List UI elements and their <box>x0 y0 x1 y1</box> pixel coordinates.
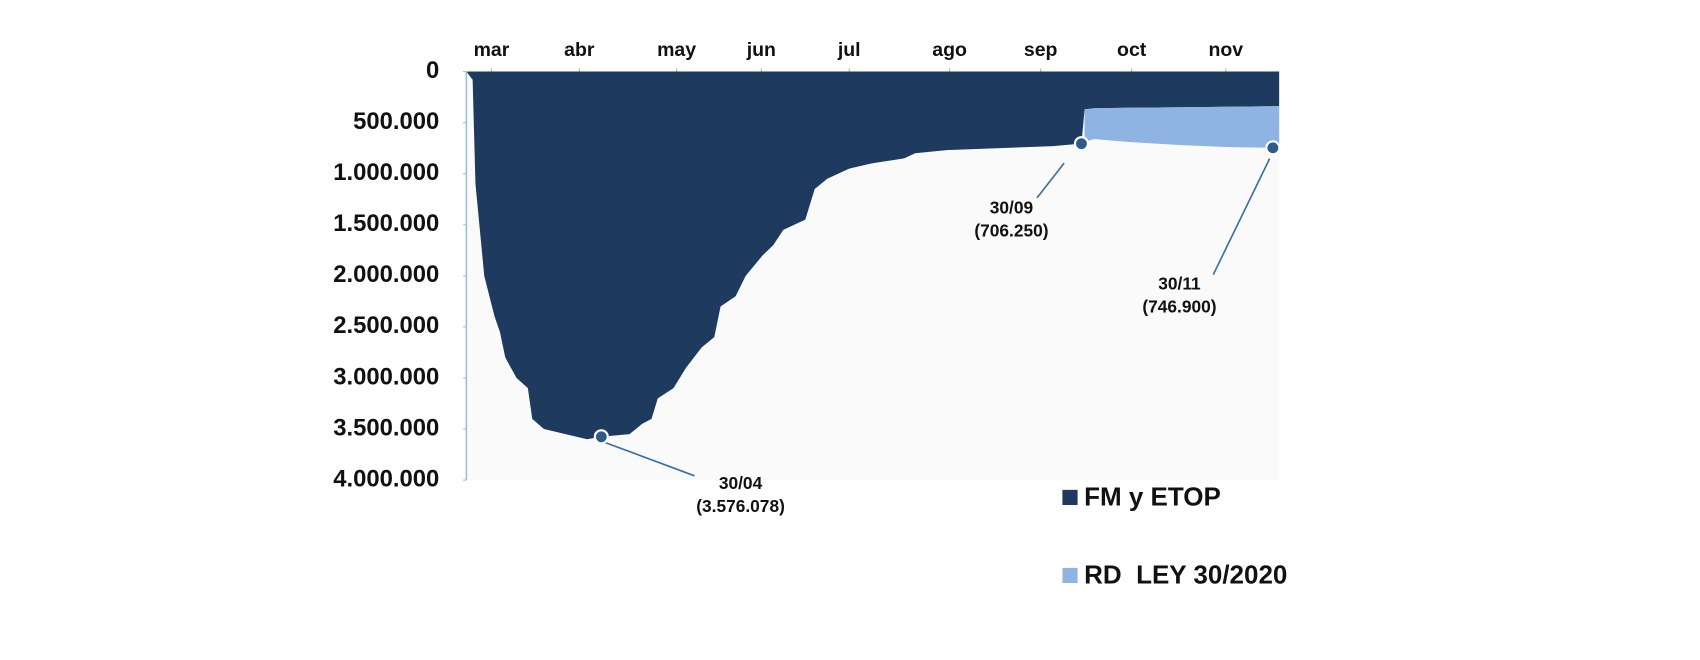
area <box>1084 106 1280 148</box>
annotation-text: 30/11 <box>1158 274 1201 294</box>
annotation-marker <box>1073 136 1090 152</box>
annotation-leader <box>1212 158 1271 275</box>
x-tick-label: jun <box>746 39 776 61</box>
legend-label: FM y ETOP <box>1084 481 1221 511</box>
annotation-leader <box>1036 162 1065 199</box>
y-tick-label: 1.000.000 <box>333 159 439 186</box>
legend-swatch <box>1062 567 1078 584</box>
y-tick-label: 2.000.000 <box>333 261 439 288</box>
x-tick-label: oct <box>1117 39 1147 61</box>
legend-label: RD LEY 30/2020 <box>1084 559 1287 589</box>
annotation-text: 30/09 <box>990 198 1033 218</box>
y-tick-label: 2.500.000 <box>333 312 439 339</box>
y-tick-label: 0 <box>426 57 439 84</box>
x-tick-label: mar <box>474 39 510 61</box>
annotation-text: (706.250) <box>974 220 1048 240</box>
x-tick-label: may <box>657 39 696 61</box>
x-tick-label: sep <box>1024 39 1058 61</box>
annotation-text: 30/04 <box>719 473 763 493</box>
annotation-text: (3.576.078) <box>696 496 785 516</box>
y-tick-label: 3.000.000 <box>333 363 439 390</box>
legend-swatch <box>1062 489 1078 506</box>
annotation-text: (746.900) <box>1142 296 1216 316</box>
x-tick-label: nov <box>1208 39 1243 61</box>
annotation-marker <box>593 429 609 445</box>
x-tick-label: jul <box>837 39 861 61</box>
x-tick-label: ago <box>932 39 967 61</box>
y-tick-label: 4.000.000 <box>333 465 439 492</box>
y-tick-label: 500.000 <box>353 108 439 135</box>
area <box>466 71 1280 440</box>
x-tick-label: abr <box>564 39 595 61</box>
y-tick-label: 3.500.000 <box>333 414 439 441</box>
y-tick-label: 1.500.000 <box>333 210 439 237</box>
annotation-marker <box>1265 140 1281 156</box>
annotation-leader <box>601 440 695 477</box>
